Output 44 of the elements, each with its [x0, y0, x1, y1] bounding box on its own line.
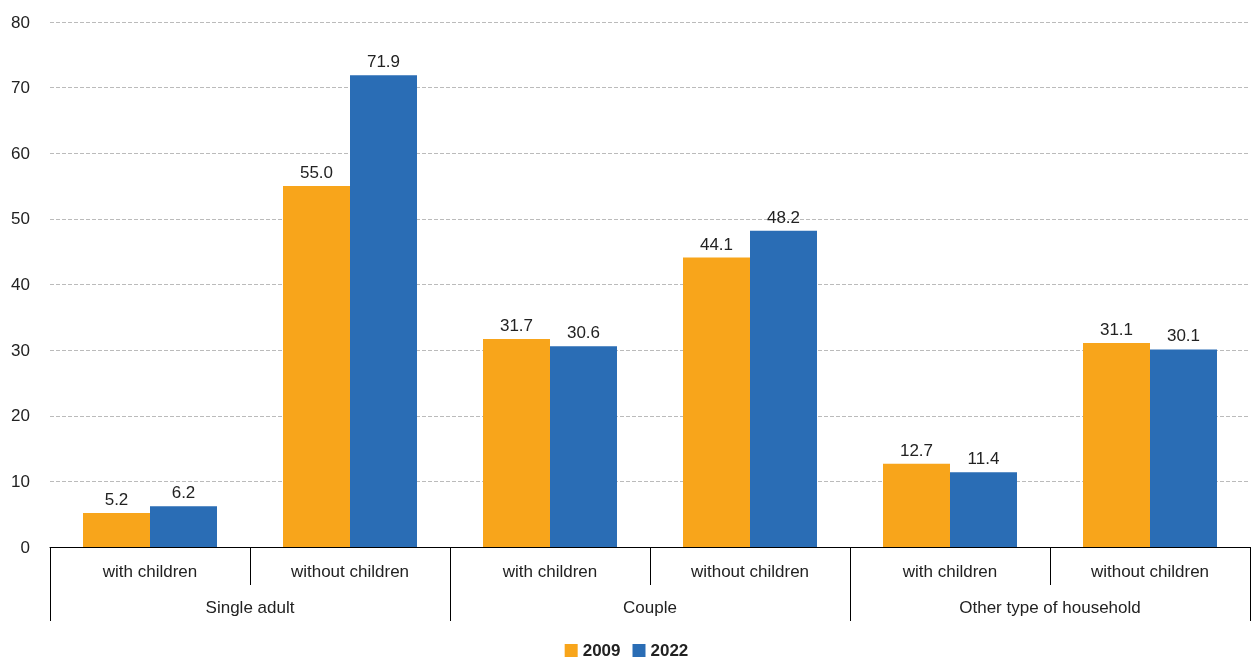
y-tick-label: 30	[11, 340, 30, 360]
data-label: 12.7	[899, 440, 934, 460]
y-tick-label: 10	[11, 471, 30, 491]
x-tick-label: without children	[289, 562, 410, 581]
legend-label: 2022	[650, 641, 689, 660]
data-label: 31.1	[1099, 319, 1134, 339]
bar	[483, 338, 550, 547]
bar	[150, 506, 217, 547]
x-tick-label: with children	[901, 562, 998, 581]
data-label: 5.2	[104, 489, 129, 509]
x-tick-label: with children	[501, 562, 598, 581]
text: Single adult	[205, 598, 295, 617]
text: Couple	[623, 598, 677, 617]
data-label: 71.9	[366, 52, 401, 72]
data-label: 30.6	[566, 323, 601, 343]
x-tick-label: without children	[1089, 562, 1210, 581]
bar	[550, 346, 617, 547]
x-tick-label: with children	[101, 562, 198, 581]
bar	[750, 230, 817, 547]
bar	[83, 512, 150, 547]
bar	[350, 75, 417, 547]
y-tick-label: 70	[11, 78, 30, 98]
y-tick-label: 80	[11, 12, 30, 32]
y-tick-label: 50	[11, 209, 30, 229]
y-tick-label: 20	[11, 406, 30, 426]
data-label: 31.7	[499, 315, 534, 335]
legend-label: 2009	[582, 641, 621, 660]
y-tick-label: 40	[11, 275, 30, 294]
y-tick-label: 60	[11, 143, 30, 163]
data-label: 55.0	[299, 163, 334, 183]
data-label: 48.2	[766, 207, 801, 227]
data-label: 6.2	[171, 483, 196, 503]
bar	[950, 472, 1017, 547]
bar	[1150, 349, 1217, 547]
bar	[1083, 342, 1150, 547]
data-label: 44.1	[699, 234, 734, 254]
y-tick-label: 0	[20, 537, 30, 557]
data-label: 30.1	[1166, 326, 1201, 346]
bar	[883, 463, 950, 547]
x-tick-label: without children	[689, 562, 810, 581]
text: Other type of household	[959, 598, 1141, 617]
data-label: 11.4	[967, 449, 1000, 469]
bar	[683, 257, 750, 547]
bar	[283, 186, 350, 547]
